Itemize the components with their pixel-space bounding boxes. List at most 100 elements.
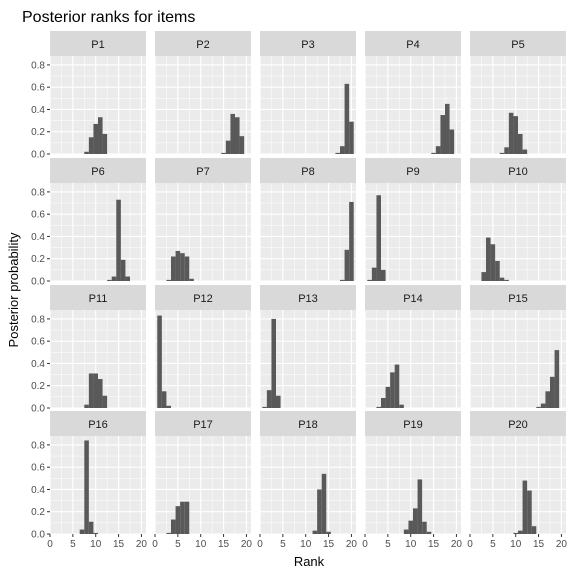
facet-panel-p4: P4 bbox=[364, 31, 461, 155]
y-tick-label: 0.6 bbox=[31, 210, 45, 221]
bar bbox=[189, 278, 194, 281]
facet-strip bbox=[260, 31, 356, 56]
x-tick-label: 0 bbox=[47, 539, 53, 550]
facet-panel-p8: P8 bbox=[259, 158, 356, 282]
panel-background bbox=[260, 56, 356, 154]
bar bbox=[93, 532, 98, 534]
facet-strip bbox=[50, 285, 146, 310]
facet-label: P3 bbox=[301, 39, 314, 51]
bar bbox=[385, 386, 391, 408]
bar bbox=[381, 397, 386, 408]
bar bbox=[98, 117, 103, 154]
panel-background bbox=[50, 436, 146, 534]
panel-background bbox=[155, 436, 251, 534]
facet-strip bbox=[155, 411, 251, 436]
facet-panel-p16: P16 0.0 0.2 0.4 0.6 0.8 0 5 10 15 20 bbox=[31, 411, 147, 550]
facet-strip bbox=[365, 285, 461, 310]
bar bbox=[125, 276, 130, 281]
facet-label: P15 bbox=[508, 293, 528, 305]
y-tick-label: 0.2 bbox=[31, 127, 45, 138]
facet-panel-p11: P11 0.0 0.2 0.4 0.6 0.8 bbox=[31, 285, 146, 415]
bar bbox=[449, 129, 455, 154]
bar bbox=[381, 269, 386, 281]
facet-strip bbox=[260, 285, 356, 310]
facet-panel-p19: P19 0 5 10 15 20 bbox=[362, 411, 462, 550]
bar bbox=[390, 372, 395, 408]
bar bbox=[107, 279, 112, 281]
facet-panel-p18: P18 0 5 10 15 20 bbox=[257, 411, 357, 550]
bar bbox=[93, 123, 98, 154]
bar bbox=[367, 279, 372, 281]
facet-label: P9 bbox=[406, 166, 419, 178]
y-tick-label: 0.6 bbox=[31, 337, 45, 348]
x-tick-label: 15 bbox=[218, 539, 230, 550]
y-tick-label: 0.0 bbox=[31, 277, 45, 288]
bar bbox=[271, 318, 276, 408]
facet-strip bbox=[260, 411, 356, 436]
bar bbox=[504, 279, 509, 281]
bar bbox=[180, 253, 185, 281]
bar bbox=[426, 531, 432, 534]
facet-panel-p5: P5 bbox=[469, 31, 566, 155]
bar bbox=[88, 373, 94, 408]
bar bbox=[88, 137, 94, 154]
bar bbox=[486, 237, 491, 281]
bar bbox=[184, 501, 190, 534]
facet-panel-p3: P3 bbox=[259, 31, 356, 155]
x-tick-label: 0 bbox=[152, 539, 158, 550]
x-tick-label: 10 bbox=[300, 539, 312, 550]
bar bbox=[161, 391, 167, 408]
facet-strip bbox=[470, 411, 566, 436]
x-tick-label: 20 bbox=[451, 539, 463, 550]
facet-label: P7 bbox=[196, 166, 209, 178]
facet-strip bbox=[365, 158, 461, 183]
bar bbox=[422, 521, 427, 534]
facet-strip bbox=[155, 285, 251, 310]
facet-strip bbox=[50, 31, 146, 56]
facet-strip bbox=[365, 31, 461, 56]
x-tick-label: 10 bbox=[405, 539, 417, 550]
bar bbox=[376, 195, 381, 281]
x-tick-label: 5 bbox=[175, 539, 181, 550]
y-tick-label: 0.4 bbox=[31, 105, 45, 116]
x-tick-label: 10 bbox=[195, 539, 207, 550]
bar bbox=[98, 379, 103, 408]
facet-panel-p14: P14 bbox=[364, 285, 461, 409]
facet-label: P10 bbox=[508, 166, 528, 178]
facet-panel-p17: P17 0 5 10 15 20 bbox=[152, 411, 252, 550]
facet-strip bbox=[470, 285, 566, 310]
bar bbox=[84, 404, 89, 408]
bar bbox=[84, 440, 89, 534]
facet-strip bbox=[260, 158, 356, 183]
bar bbox=[102, 133, 108, 154]
chart-title: Posterior ranks for items bbox=[22, 9, 195, 26]
bar bbox=[394, 364, 400, 408]
facet-label: P20 bbox=[508, 419, 528, 431]
x-tick-label: 20 bbox=[556, 539, 568, 550]
bar bbox=[440, 115, 445, 154]
x-tick-label: 10 bbox=[510, 539, 522, 550]
bar bbox=[79, 529, 85, 534]
bar bbox=[499, 277, 505, 281]
panel-background bbox=[155, 310, 251, 408]
bar bbox=[326, 531, 331, 534]
x-tick-label: 15 bbox=[323, 539, 335, 550]
facet-panel-p1: P1 0.0 0.2 0.4 0.6 0.8 bbox=[31, 31, 146, 161]
bar bbox=[431, 152, 436, 154]
facet-label: P2 bbox=[196, 39, 209, 51]
bar bbox=[531, 526, 537, 534]
facet-panel-p7: P7 bbox=[154, 158, 251, 282]
bar bbox=[513, 532, 518, 534]
bar bbox=[171, 519, 176, 534]
bar bbox=[166, 279, 171, 281]
facet-strip bbox=[155, 31, 251, 56]
bar bbox=[435, 146, 441, 154]
panel-background bbox=[470, 436, 566, 534]
bar bbox=[513, 116, 518, 154]
facet-label: P16 bbox=[88, 419, 108, 431]
x-tick-label: 15 bbox=[428, 539, 440, 550]
facet-panel-p9: P9 bbox=[364, 158, 461, 282]
x-tick-label: 15 bbox=[533, 539, 545, 550]
y-tick-label: 0.6 bbox=[31, 463, 45, 474]
